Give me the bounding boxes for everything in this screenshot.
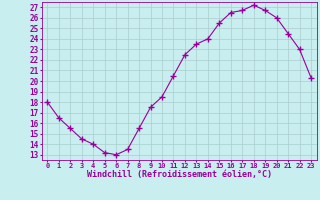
X-axis label: Windchill (Refroidissement éolien,°C): Windchill (Refroidissement éolien,°C) xyxy=(87,170,272,179)
